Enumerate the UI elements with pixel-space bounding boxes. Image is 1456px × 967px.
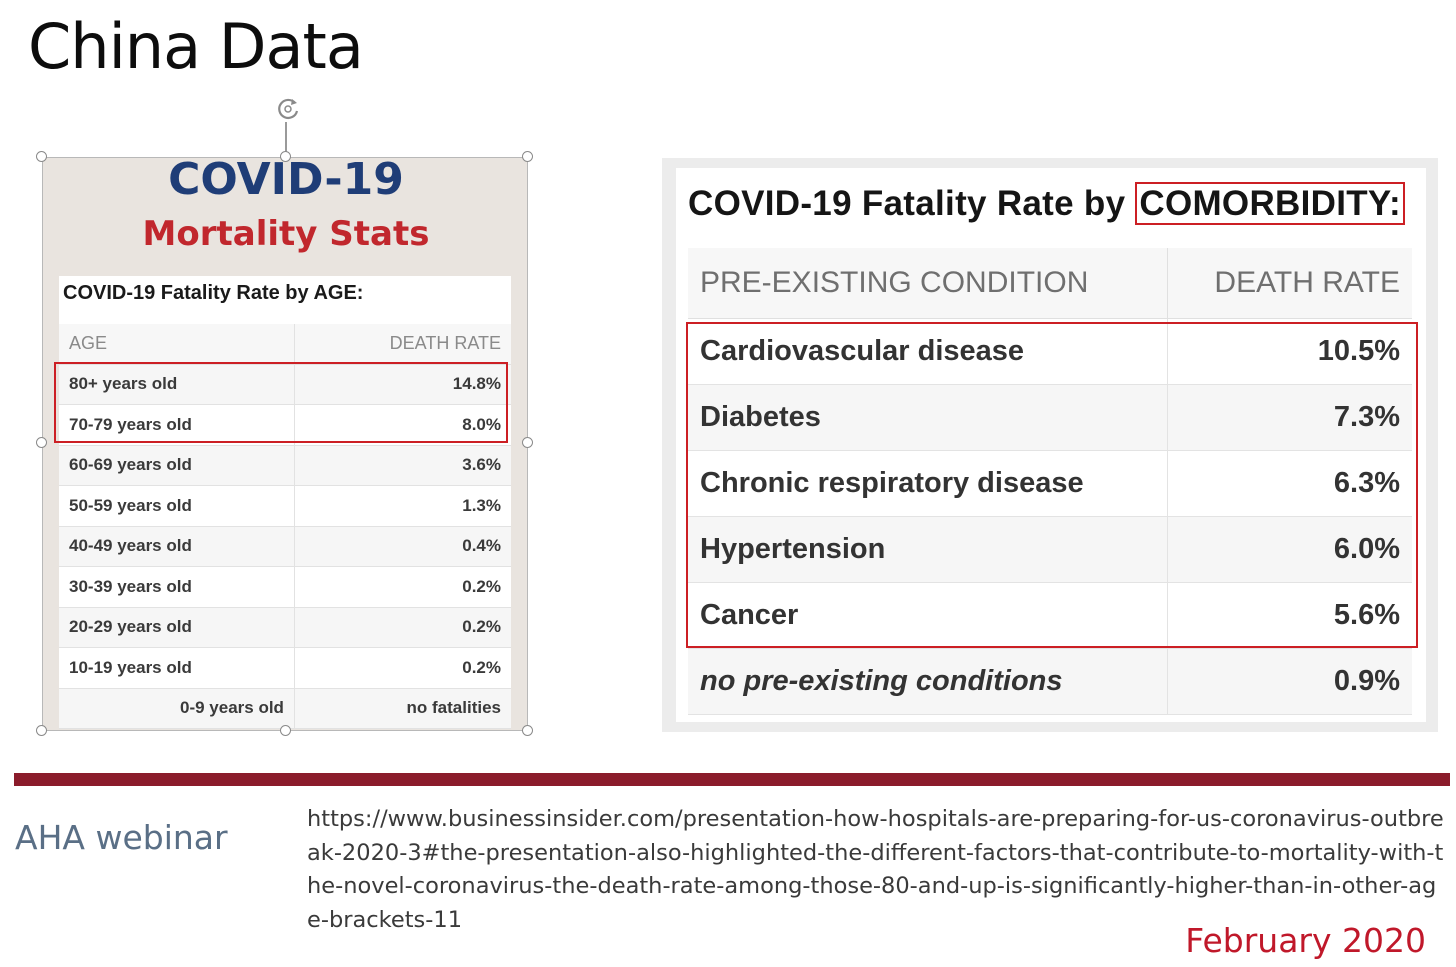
condition-column-header: PRE-EXISTING CONDITION [688, 248, 1168, 319]
age-cell: 30-39 years old [59, 566, 295, 608]
resize-handle-top[interactable] [280, 151, 291, 162]
table-row: Cancer 5.6% [688, 582, 1412, 649]
age-cell: 80+ years old [59, 364, 295, 405]
rate-cell: 0.2% [293, 647, 511, 689]
age-cell: 60-69 years old [59, 445, 295, 486]
table-row: 70-79 years old 8.0% [59, 404, 511, 446]
rate-cell: 8.0% [293, 404, 511, 446]
rate-cell: 6.3% [1167, 450, 1412, 517]
condition-cell: no pre-existing conditions [688, 648, 1168, 715]
age-cell: 50-59 years old [59, 485, 295, 527]
age-panel: COVID-19 Fatality Rate by AGE: AGE DEATH… [59, 276, 511, 729]
source-url[interactable]: https://www.businessinsider.com/presenta… [307, 806, 1444, 933]
caption-prefix: COVID-19 Fatality Rate by [688, 184, 1136, 223]
death-rate-column-header: DEATH RATE [1167, 248, 1412, 319]
table-row: 50-59 years old 1.3% [59, 485, 511, 527]
table-row: 20-29 years old 0.2% [59, 607, 511, 648]
resize-handle-bottom-left[interactable] [36, 725, 47, 736]
condition-cell: Cardiovascular disease [688, 318, 1168, 385]
rate-cell: 0.9% [1167, 648, 1412, 715]
table-header-row: AGE DEATH RATE [59, 324, 511, 365]
condition-cell: Diabetes [688, 384, 1168, 451]
rate-cell: 0.4% [293, 526, 511, 567]
age-cell: 0-9 years old [59, 688, 295, 729]
rate-cell: 0.2% [293, 566, 511, 608]
table-row: 0-9 years old no fatalities [59, 688, 511, 729]
table-row: 80+ years old 14.8% [59, 364, 511, 405]
age-cell: 70-79 years old [59, 404, 295, 446]
rate-cell: 7.3% [1167, 384, 1412, 451]
resize-handle-bottom-right[interactable] [522, 725, 533, 736]
rate-cell: 1.3% [293, 485, 511, 527]
condition-cell: Cancer [688, 582, 1168, 649]
rate-cell: 14.8% [293, 364, 511, 405]
age-mortality-image[interactable]: COVID-19 Mortality Stats COVID-19 Fatali… [42, 154, 528, 731]
resize-handle-top-left[interactable] [36, 151, 47, 162]
table-row: Cardiovascular disease 10.5% [688, 318, 1412, 385]
age-column-header: AGE [59, 324, 295, 365]
comorbidity-caption: COVID-19 Fatality Rate by COMORBIDITY: [688, 182, 1405, 225]
age-cell: 40-49 years old [59, 526, 295, 567]
comorbidity-table: PRE-EXISTING CONDITION DEATH RATE Cardio… [688, 248, 1412, 715]
age-cell: 20-29 years old [59, 607, 295, 648]
condition-cell: Chronic respiratory disease [688, 450, 1168, 517]
age-caption: COVID-19 Fatality Rate by AGE: [63, 282, 364, 304]
rate-cell: 10.5% [1167, 318, 1412, 385]
footer-divider [14, 773, 1450, 786]
caption-comorbidity-boxed: COMORBIDITY: [1135, 182, 1405, 225]
rotate-icon[interactable] [273, 94, 303, 124]
table-row: Chronic respiratory disease 6.3% [688, 450, 1412, 517]
highlight-box-age [54, 362, 508, 443]
table-header-row: PRE-EXISTING CONDITION DEATH RATE [688, 248, 1412, 319]
table-row: 10-19 years old 0.2% [59, 647, 511, 689]
slide-title: China Data [28, 10, 364, 83]
rotate-handle-stem [285, 122, 287, 156]
table-row: 30-39 years old 0.2% [59, 566, 511, 608]
age-cell: 10-19 years old [59, 647, 295, 689]
death-rate-column-header: DEATH RATE [293, 324, 511, 365]
date-label: February 2020 [1185, 921, 1426, 960]
highlight-box-conditions [686, 322, 1418, 648]
rate-cell: 5.6% [1167, 582, 1412, 649]
rate-cell: no fatalities [293, 688, 511, 729]
mortality-heading: Mortality Stats [142, 214, 430, 254]
table-row: Diabetes 7.3% [688, 384, 1412, 451]
resize-handle-top-right[interactable] [522, 151, 533, 162]
rate-cell: 3.6% [293, 445, 511, 486]
age-table: AGE DEATH RATE 80+ years old 14.8% 70-79… [59, 324, 511, 729]
condition-cell: Hypertension [688, 516, 1168, 583]
rate-cell: 0.2% [293, 607, 511, 648]
comorbidity-panel: COVID-19 Fatality Rate by COMORBIDITY: P… [676, 168, 1426, 722]
table-row: no pre-existing conditions 0.9% [688, 648, 1412, 715]
resize-handle-bottom[interactable] [280, 725, 291, 736]
resize-handle-left[interactable] [36, 437, 47, 448]
rate-cell: 6.0% [1167, 516, 1412, 583]
covid-heading: COVID-19 [168, 154, 404, 205]
table-row: 40-49 years old 0.4% [59, 526, 511, 567]
source-label: AHA webinar [15, 818, 228, 857]
table-row: Hypertension 6.0% [688, 516, 1412, 583]
resize-handle-right[interactable] [522, 437, 533, 448]
comorbidity-image[interactable]: COVID-19 Fatality Rate by COMORBIDITY: P… [662, 158, 1438, 732]
table-row: 60-69 years old 3.6% [59, 445, 511, 486]
